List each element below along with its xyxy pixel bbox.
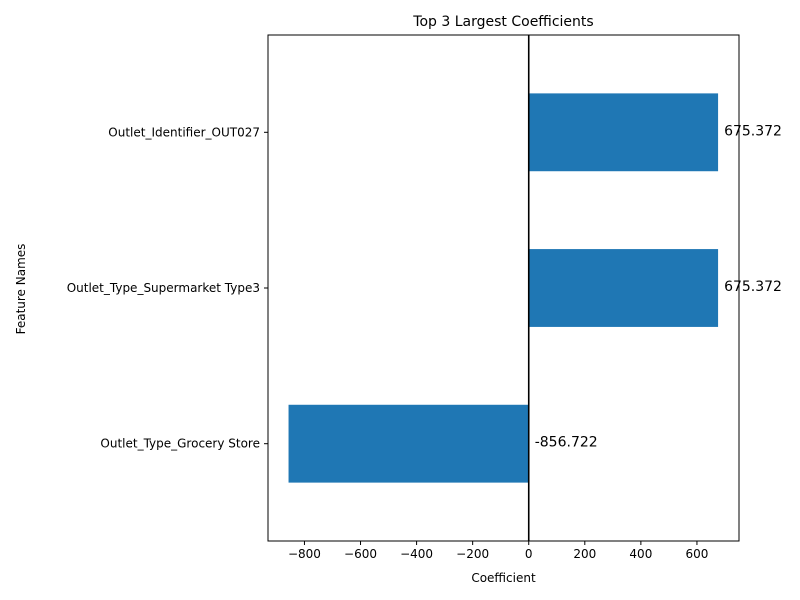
- x-tick-label-1: −600: [344, 547, 377, 561]
- y-tick-label-2: Outlet_Identifier_OUT027: [108, 125, 260, 139]
- bars-layer: [288, 35, 719, 541]
- chart-title: Top 3 Largest Coefficients: [412, 14, 593, 30]
- y-tick-label-0: Outlet_Type_Grocery Store: [100, 437, 260, 451]
- x-tick-label-2: −400: [400, 547, 433, 561]
- bar-value-label-2: 675.372: [724, 123, 782, 139]
- x-axis-label: Coefficient: [471, 571, 536, 585]
- x-tick-label-6: 400: [629, 547, 652, 561]
- x-tick-label-3: −200: [456, 547, 489, 561]
- y-axis-label: Feature Names: [14, 244, 28, 335]
- x-tick-label-7: 600: [685, 547, 708, 561]
- ticks-layer: Outlet_Type_Grocery Store Outlet_Type_Sup…: [67, 125, 709, 561]
- y-tick-label-1: Outlet_Type_Supermarket Type3: [67, 281, 260, 295]
- bar-1: [528, 249, 719, 327]
- x-tick-label-5: 200: [573, 547, 596, 561]
- bar-2: [528, 93, 719, 172]
- x-tick-label-0: −800: [288, 547, 321, 561]
- bar-value-label-1: 675.372: [724, 279, 782, 295]
- bar-0: [288, 404, 529, 483]
- bar-value-label-0: -856.722: [535, 435, 598, 451]
- plot-frame: [267, 34, 740, 542]
- x-tick-label-4: 0: [525, 547, 533, 561]
